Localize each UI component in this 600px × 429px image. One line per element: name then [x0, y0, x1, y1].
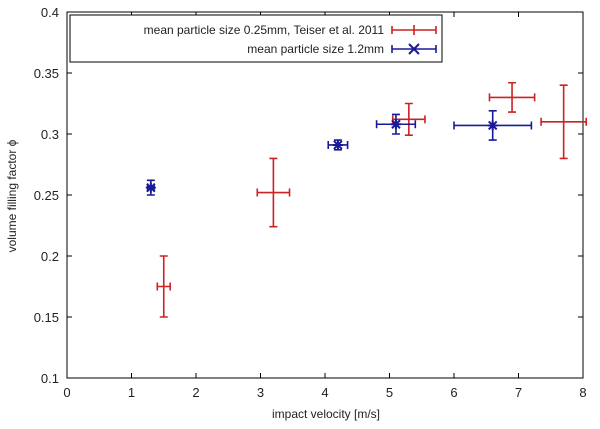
x-tick-label: 1: [128, 385, 135, 400]
data-point-errorbar: [540, 84, 588, 160]
series-layer: [145, 81, 588, 318]
data-point-errorbar: [391, 102, 426, 137]
data-point-errorbar: [156, 255, 171, 318]
x-tick-label: 8: [579, 385, 586, 400]
y-tick-label: 0.4: [41, 5, 59, 20]
plot-frame: [66, 11, 584, 379]
x-tick-label: 4: [321, 385, 328, 400]
x-axis-label: impact velocity [m/s]: [272, 407, 380, 421]
data-point-marker: [145, 182, 156, 193]
y-tick-label: 0.1: [41, 371, 59, 386]
series-2: [145, 110, 533, 196]
series-1: [156, 81, 588, 318]
x-tick-label: 6: [450, 385, 457, 400]
y-tick-label: 0.3: [41, 127, 59, 142]
axes: [66, 11, 584, 379]
data-point-marker: [487, 120, 498, 131]
y-tick-label: 0.2: [41, 249, 59, 264]
legend-swatch: [391, 25, 437, 35]
legend-box: [69, 14, 443, 63]
x-tick-label: 7: [515, 385, 522, 400]
x-tick-label: 3: [257, 385, 264, 400]
y-axis-ticks: 0.1 0.15 0.2 0.25 0.3 0.35 0.4: [34, 5, 583, 386]
data-point-marker: [390, 119, 401, 130]
data-point-errorbar: [488, 81, 536, 113]
legend: mean particle size 0.25mm, Teiser et al.…: [69, 14, 443, 63]
x-axis-ticks: 0 1 2 3 4 5 6 7 8: [63, 12, 587, 400]
y-tick-label: 0.25: [34, 188, 59, 203]
x-tick-label: 0: [63, 385, 70, 400]
y-tick-label: 0.35: [34, 66, 59, 81]
y-tick-label: 0.15: [34, 310, 59, 325]
x-tick-label: 2: [192, 385, 199, 400]
legend-marker: [408, 43, 420, 55]
y-axis-label: volume filling factor ϕ: [5, 139, 19, 252]
legend-label: mean particle size 0.25mm, Teiser et al.…: [144, 23, 385, 37]
data-point-errorbar: [256, 157, 291, 228]
data-point-marker: [332, 139, 343, 150]
x-tick-label: 5: [386, 385, 393, 400]
legend-label: mean particle size 1.2mm: [247, 42, 384, 56]
